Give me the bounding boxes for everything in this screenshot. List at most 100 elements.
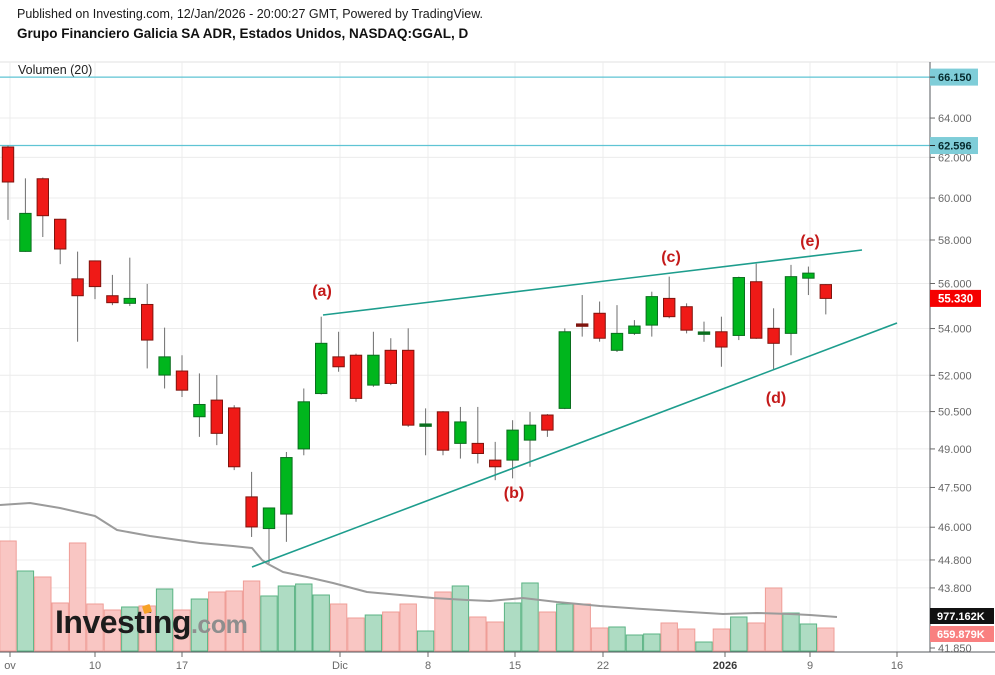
volume-bar [0, 540, 17, 652]
axis-label: 47.500 [938, 482, 972, 494]
axis-label: 8 [425, 660, 431, 672]
axis-label: 49.000 [938, 444, 972, 456]
volume-bar [451, 585, 470, 652]
wave-label-b[interactable]: (b) [503, 485, 525, 502]
candle [88, 260, 102, 288]
volume-bar [712, 628, 731, 652]
volume-bar [312, 594, 330, 652]
candle [402, 349, 415, 426]
candle [802, 272, 815, 279]
volume-bar [695, 641, 713, 652]
wave-label-a[interactable]: (a) [312, 283, 332, 300]
volume-bars [0, 540, 835, 652]
volume-bar [260, 595, 278, 652]
candle [315, 342, 328, 395]
volume-bar [208, 591, 226, 652]
volume-bar [503, 602, 522, 652]
volume-bar [434, 591, 452, 652]
axis-label: ov [4, 660, 16, 672]
volume-bar [155, 588, 174, 652]
volume-bar [608, 626, 626, 652]
axis-label: 9 [807, 660, 813, 672]
volume-bar [764, 587, 783, 652]
volume-bar [469, 616, 487, 652]
volume-bar [382, 611, 400, 652]
wave-label-e[interactable]: (e) [800, 233, 820, 250]
candle [106, 295, 119, 304]
axis-label: 43.800 [938, 583, 972, 595]
volume-bar [799, 623, 818, 652]
axis-label: 46.000 [938, 522, 972, 534]
alert-lines[interactable] [0, 76, 930, 147]
volume-bar [347, 617, 365, 652]
candle [36, 178, 49, 217]
volume-ma-line [0, 502, 838, 618]
candle [193, 403, 206, 418]
volume-bar [416, 630, 435, 652]
volume-bar [103, 609, 122, 652]
volume-bar [277, 585, 296, 652]
volume-bar [329, 603, 348, 652]
candle [367, 354, 380, 386]
published-line: Published on Investing.com, 12/Jan/2026 … [17, 7, 484, 21]
volume-bar [817, 627, 835, 652]
candle [332, 356, 345, 368]
candle [558, 331, 571, 409]
volume-bar [730, 616, 748, 652]
candle [697, 331, 711, 335]
candle [471, 442, 485, 454]
candle [680, 306, 693, 331]
last-volume-badge [930, 626, 994, 642]
time-axis[interactable]: ov 10 17 Dic 8 15 22 2026 9 16 [4, 652, 903, 672]
candle [506, 429, 519, 461]
volume-ma-legend[interactable]: Volumen (20) [18, 63, 93, 77]
grid-lines [0, 61, 995, 652]
trend-line[interactable] [251, 322, 898, 568]
axes[interactable] [0, 62, 995, 653]
trend-lines[interactable] [251, 249, 898, 568]
axis-label: 54.000 [938, 324, 972, 336]
candle [158, 356, 171, 376]
candle [715, 331, 728, 348]
alert-price-badge [930, 137, 978, 155]
volume-bar [242, 580, 261, 652]
candle [175, 370, 189, 391]
volume-bar [16, 570, 35, 652]
axis-label: 60.000 [938, 193, 972, 205]
volume-bar [486, 621, 504, 652]
investing-logo: Investing.com [55, 604, 248, 641]
volume-bar [225, 590, 243, 652]
trend-line[interactable] [322, 249, 863, 316]
candle [1, 146, 15, 183]
candle [489, 459, 502, 468]
candle [784, 276, 798, 334]
volume-bar [660, 622, 678, 652]
candle [454, 421, 467, 444]
wave-label-c[interactable]: (c) [661, 249, 681, 266]
axis-label: 58.000 [938, 235, 972, 247]
volume-bar [782, 612, 800, 652]
volume-bar [521, 582, 539, 652]
chart-title: Grupo Financiero Galicia SA ADR, Estados… [17, 26, 469, 41]
candle [245, 496, 258, 528]
axis-label: 41.850 [938, 643, 972, 655]
volume-bar [34, 576, 52, 652]
axis-label: 64.000 [938, 113, 972, 125]
volume-bar [747, 622, 765, 652]
alert-price-badge [930, 68, 978, 86]
candle [349, 354, 363, 399]
price-axis[interactable]: 64.000 62.000 60.000 58.000 56.000 54.000 52.0… [930, 68, 994, 655]
volume-bar [399, 603, 417, 652]
axis-label: 55.330 [938, 293, 973, 305]
candle [141, 303, 154, 341]
axis-label: 2026 [713, 660, 737, 672]
wave-label-d[interactable]: (d) [765, 390, 787, 407]
candle [663, 297, 676, 318]
candle [819, 284, 832, 299]
volume-bar [677, 628, 696, 652]
candle [297, 401, 311, 450]
candle [610, 332, 624, 351]
axis-label: 10 [89, 660, 101, 672]
logo-brand: Investing [55, 604, 191, 640]
